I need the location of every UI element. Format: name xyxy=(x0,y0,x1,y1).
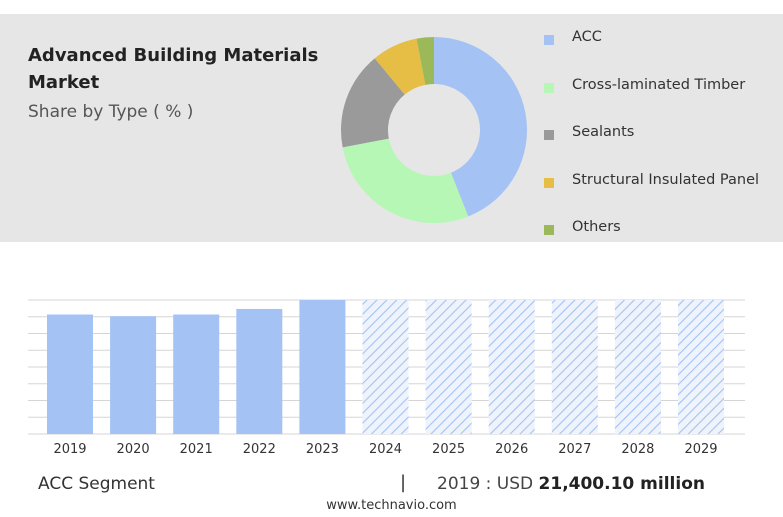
donut-slice-acc xyxy=(434,37,527,217)
bar-2029 xyxy=(678,300,724,434)
x-tick-label: 2027 xyxy=(558,442,591,457)
bar-2023 xyxy=(299,300,346,434)
bar-2024 xyxy=(362,300,409,434)
x-tick-label: 2019 xyxy=(53,442,86,457)
donut-chart xyxy=(341,37,527,223)
legend-item: Cross-laminated Timber xyxy=(544,78,762,93)
bar-2022 xyxy=(236,308,283,434)
bar-2019 xyxy=(47,314,93,434)
x-tick-label: 2024 xyxy=(369,442,402,457)
segment-amount: 21,400.10 million xyxy=(538,474,705,494)
donut-slice-structural-insulated-panel xyxy=(374,38,426,95)
x-tick-label: 2021 xyxy=(180,442,213,457)
segment-value: 2019 : USD 21,400.10 million xyxy=(437,474,705,494)
x-tick-label: 2020 xyxy=(117,442,150,457)
bar-2026 xyxy=(488,300,535,434)
legend-swatch xyxy=(544,225,554,235)
x-tick-label: 2022 xyxy=(243,442,276,457)
legend-label: ACC xyxy=(572,29,602,45)
legend-swatch xyxy=(544,178,554,188)
segment-year: 2019 : USD xyxy=(437,474,539,494)
bar-2027 xyxy=(551,300,598,434)
bar-2021 xyxy=(173,314,220,434)
x-tick-label: 2023 xyxy=(306,442,339,457)
donut-slice-cross-laminated-timber xyxy=(342,138,469,223)
legend-item: Structural Insulated Panel xyxy=(544,173,762,188)
legend-swatch xyxy=(544,130,554,140)
site-url: www.technavio.com xyxy=(326,498,457,513)
donut-slice-others xyxy=(416,37,434,85)
bar-chart: 2019 2020 2021 2022 2023 2024 2025 2026 2027 2028… xyxy=(28,299,745,457)
legend-label: Cross-laminated Timber xyxy=(572,77,746,93)
legend-label: Structural Insulated Panel xyxy=(572,172,760,188)
bar-2020 xyxy=(110,316,157,434)
footer-separator: | xyxy=(400,472,407,493)
legend-swatch xyxy=(544,35,554,45)
legend-swatch xyxy=(544,83,554,93)
x-tick-label: 2026 xyxy=(495,442,528,457)
chart-subtitle: Share by Type ( % ) xyxy=(28,102,194,122)
donut-slice-sealants xyxy=(341,58,405,148)
legend-item: Sealants xyxy=(544,125,762,140)
bar-2028 xyxy=(614,300,661,434)
legend-label: Others xyxy=(572,219,621,235)
bar-2025 xyxy=(425,300,472,434)
x-tick-label: 2028 xyxy=(621,442,654,457)
legend-item: Others xyxy=(544,220,762,235)
legend-label: Sealants xyxy=(572,124,635,140)
x-tick-label: 2029 xyxy=(684,442,717,457)
legend-item: ACC xyxy=(544,30,762,45)
x-tick-label: 2025 xyxy=(432,442,465,457)
segment-label: ACC Segment xyxy=(38,474,155,494)
chart-title: Advanced Building Materials Market xyxy=(28,45,319,93)
